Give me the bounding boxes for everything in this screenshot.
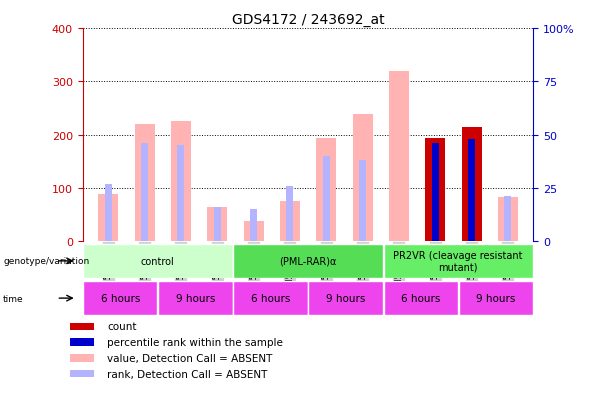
Bar [384,282,458,315]
Text: count: count [107,322,137,332]
Title: GDS4172 / 243692_at: GDS4172 / 243692_at [232,12,384,26]
Text: (PML-RAR)α: (PML-RAR)α [280,256,337,266]
Text: percentile rank within the sample: percentile rank within the sample [107,337,283,347]
Bar [214,208,221,242]
Bar [70,339,94,346]
Bar [352,115,373,242]
Bar [280,202,300,242]
Bar [359,161,366,242]
Bar [234,282,308,315]
Bar [504,197,511,242]
Bar [322,157,330,242]
Bar [462,127,482,242]
Bar [134,125,154,242]
Bar [384,244,533,278]
Bar [308,282,383,315]
Bar [459,282,533,315]
Bar [83,282,158,315]
Text: 6 hours: 6 hours [251,293,290,304]
Text: value, Detection Call = ABSENT: value, Detection Call = ABSENT [107,353,272,363]
Text: time: time [3,294,24,303]
Text: rank, Detection Call = ABSENT: rank, Detection Call = ABSENT [107,369,267,379]
Bar [70,370,94,377]
Text: 9 hours: 9 hours [326,293,365,304]
Bar [250,210,257,242]
Bar [98,195,118,242]
Bar [498,198,518,242]
Bar [70,354,94,362]
Bar [207,207,227,242]
Bar [158,282,232,315]
Text: control: control [141,256,175,266]
Text: 6 hours: 6 hours [101,293,140,304]
Bar [425,139,445,242]
Bar [389,71,409,242]
Text: 9 hours: 9 hours [476,293,516,304]
Bar [70,323,94,330]
Text: 9 hours: 9 hours [176,293,215,304]
Bar [141,144,148,242]
Bar [286,186,294,242]
Bar [243,221,264,242]
Bar [105,184,112,242]
Text: genotype/variation: genotype/variation [3,257,89,266]
Bar [432,144,439,242]
Bar [177,146,185,242]
Bar [316,139,336,242]
Text: 6 hours: 6 hours [401,293,440,304]
Bar [234,244,383,278]
Bar [83,244,232,278]
Bar [171,122,191,242]
Bar [468,140,475,242]
Text: PR2VR (cleavage resistant
mutant): PR2VR (cleavage resistant mutant) [394,250,523,272]
